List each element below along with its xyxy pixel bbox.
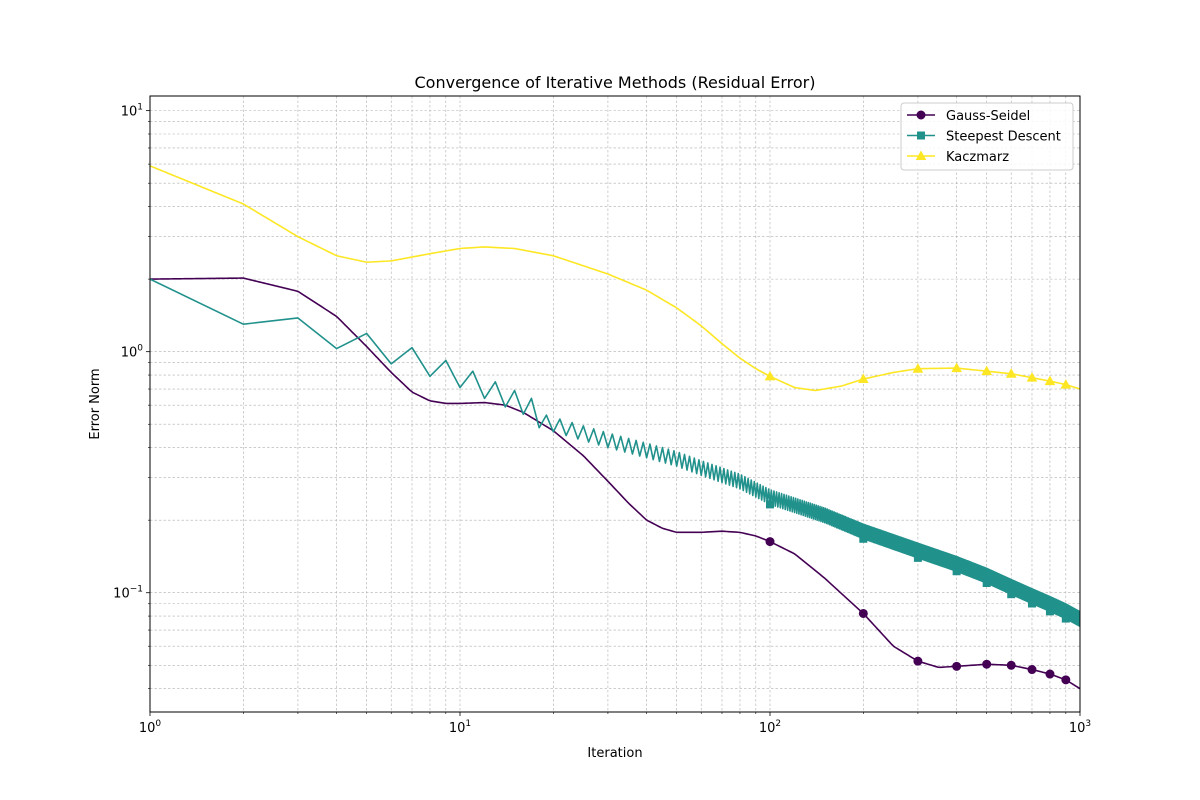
series-marker [1044,375,1056,386]
legend-label: Steepest Descent [946,130,1061,145]
series-marker [1045,607,1054,616]
series-marker [1005,368,1017,378]
series-marker [1061,614,1070,623]
x-tick-label: 100 [139,719,162,736]
series-marker [913,553,922,562]
x-tick-label: 103 [1069,719,1091,736]
legend-entry-gauss-seidel: Gauss-Seidel [907,109,1030,124]
grid [149,96,1080,712]
series-marker [952,567,961,576]
series-marker [859,534,868,543]
series-marker [951,362,962,373]
series-marker [912,363,924,373]
legend-marker [917,131,925,140]
y-tick-label: 101 [121,103,143,120]
series-marker [857,373,869,384]
series-line [150,165,1080,392]
legend-label: Gauss-Seidel [946,109,1030,124]
series-marker [913,656,923,666]
series-marker [1027,599,1036,608]
series-steepest-descent [150,278,1080,627]
series-line [150,277,1080,690]
series-marker [1061,675,1071,685]
series-marker [1045,669,1055,679]
series-marker [1026,372,1038,382]
series-line [150,278,1080,627]
series-marker [1007,590,1016,599]
series-marker [858,608,868,618]
legend-entry-kaczmarz: Kaczmarz [907,150,1009,165]
series-layer [150,165,1080,690]
series-marker [766,500,774,509]
legend-label: Kaczmarz [946,150,1009,165]
legend-entry-steepest-descent: Steepest Descent [907,130,1061,145]
series-marker [1060,379,1072,389]
plot-frame [149,95,1081,713]
series-kaczmarz [150,165,1080,392]
chart-title: Convergence of Iterative Methods (Residu… [415,73,816,92]
series-gauss-seidel [150,277,1080,690]
legend: Gauss-Seidel Steepest Descent Kaczmarz [900,102,1074,171]
series-marker [982,659,992,669]
x-tick-label: 101 [449,719,471,736]
y-tick-label: 10−1 [113,585,143,602]
series-marker [952,661,962,671]
x-tick-label: 102 [759,719,781,736]
ticks: 100 101 102 103 10−1 100 101 [113,103,1091,736]
y-tick-label: 100 [121,344,144,361]
series-marker [981,365,993,376]
series-marker [765,537,775,547]
x-axis-label: Iteration [587,746,642,761]
series-marker [764,370,776,381]
series-marker [1006,660,1016,670]
series-marker [982,578,991,587]
legend-marker [916,110,926,120]
legend-marker [915,150,927,160]
y-axis-label: Error Norm [88,368,103,439]
series-marker [1027,665,1037,675]
legend-frame [900,102,1074,171]
